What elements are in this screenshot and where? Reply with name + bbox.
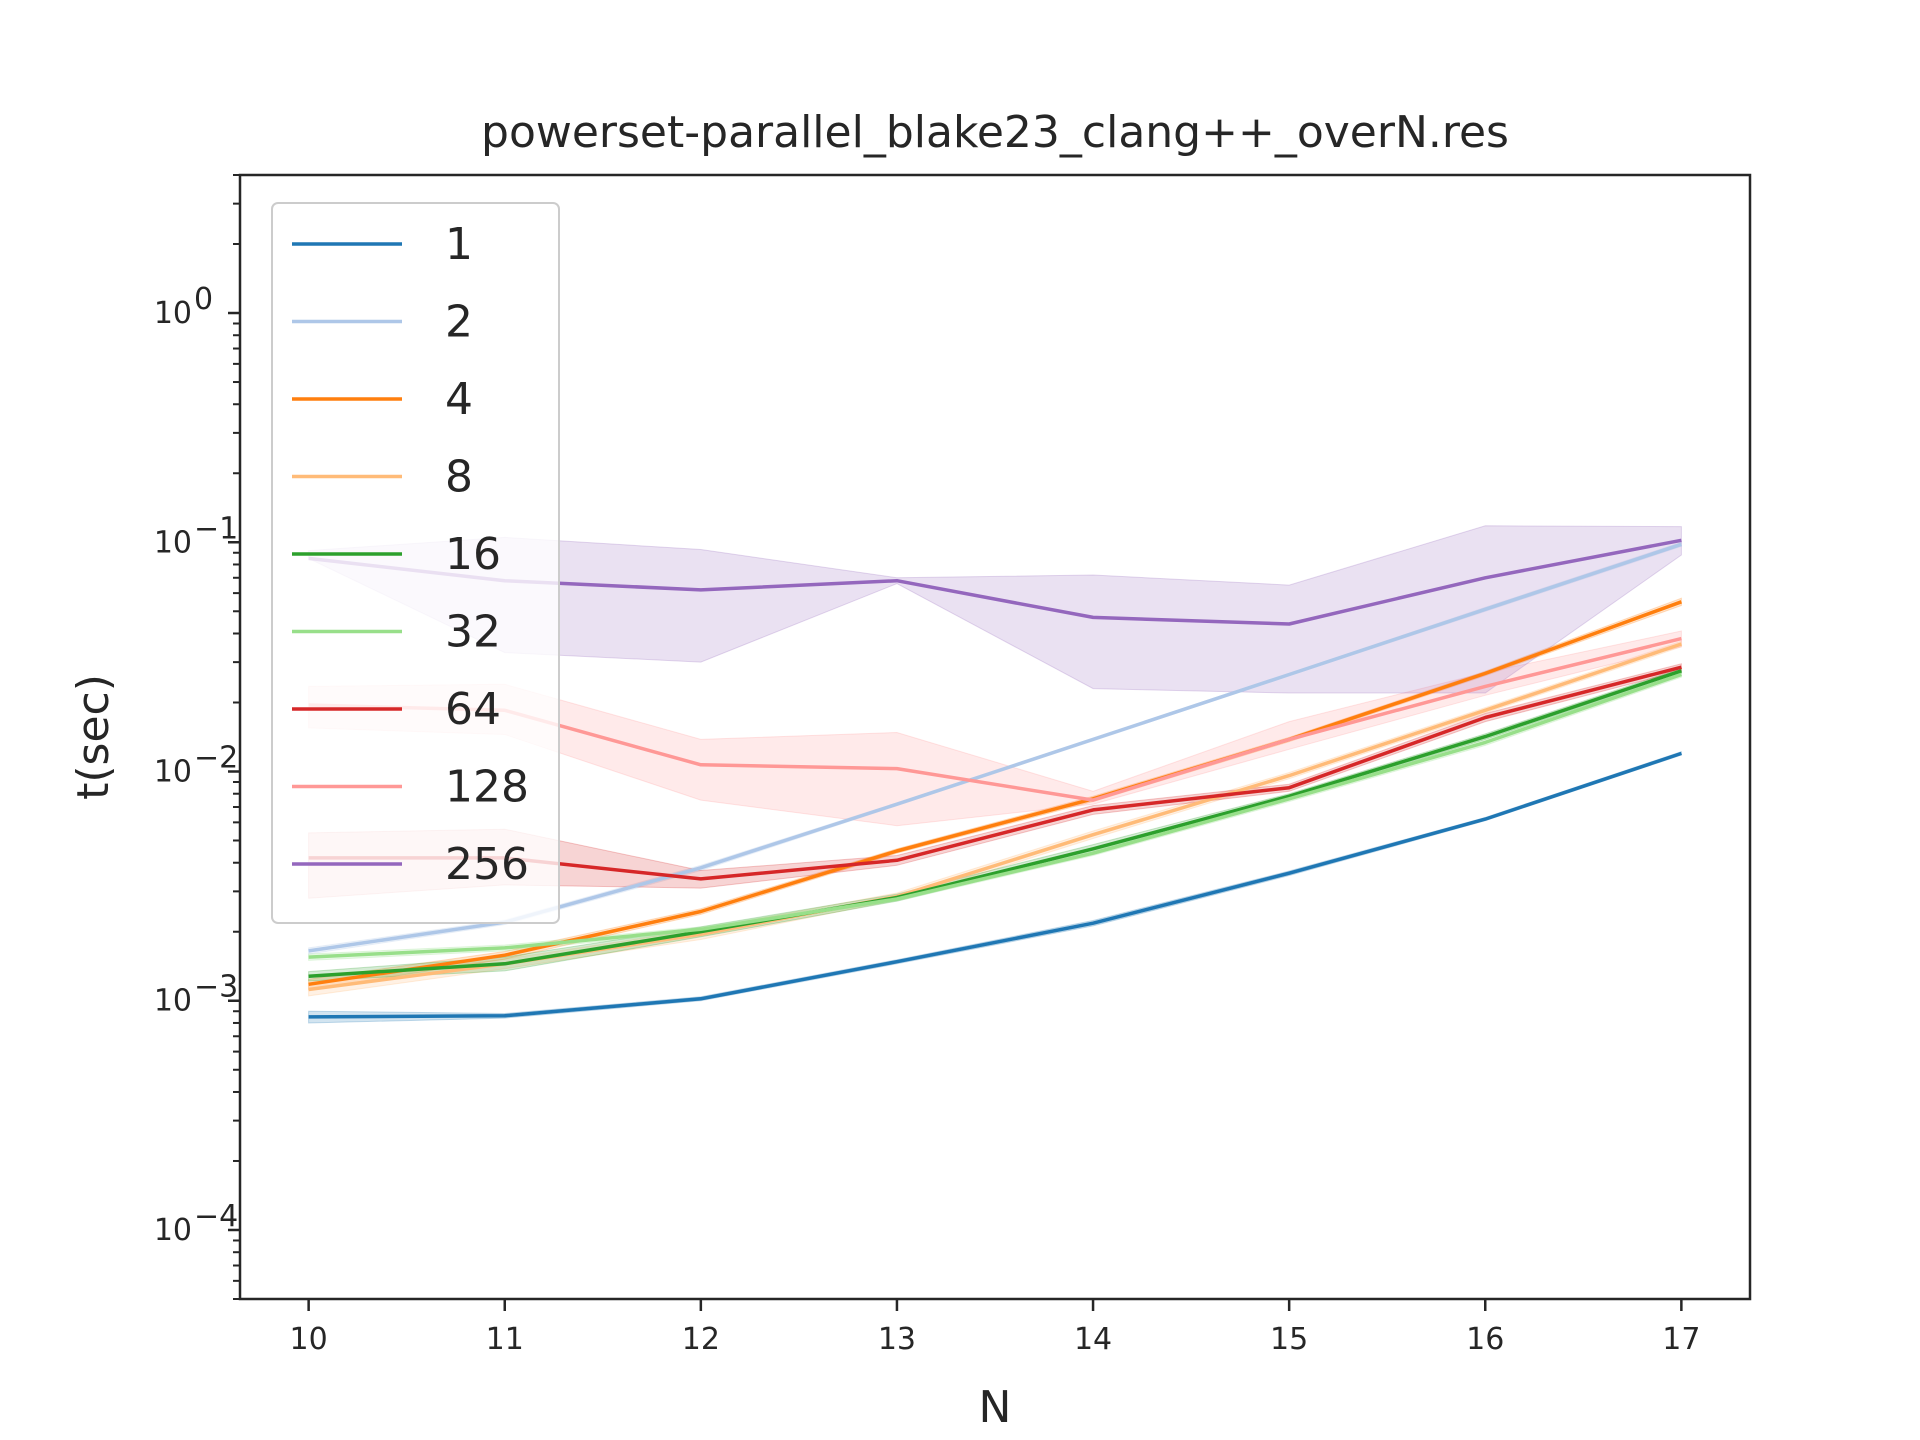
line-series-32 — [308, 672, 1682, 959]
line-series-16 — [308, 669, 1682, 978]
y-tick-exponent: −2 — [194, 741, 238, 776]
y-tick-exponent: −3 — [194, 970, 238, 1005]
x-tick-label: 16 — [1466, 1322, 1504, 1357]
y-tick-label: 10 — [154, 525, 192, 560]
legend-label-1: 1 — [445, 219, 473, 270]
x-tick-label: 10 — [290, 1322, 328, 1357]
y-tick-label: 10 — [154, 984, 192, 1019]
x-axis-label: N — [979, 1382, 1012, 1433]
x-tick-label: 17 — [1662, 1322, 1700, 1357]
band-series-256 — [308, 525, 1682, 694]
x-tick-label: 15 — [1270, 1322, 1308, 1357]
y-tick-exponent: −1 — [194, 511, 238, 546]
x-tick-label: 12 — [682, 1322, 720, 1357]
x-axis: 10 11 12 13 14 15 16 17 — [290, 1299, 1700, 1357]
band-series-32 — [308, 671, 1682, 961]
x-tick-label: 11 — [486, 1322, 524, 1357]
chart-title: powerset-parallel_blake23_clang++_overN.… — [481, 107, 1509, 158]
legend-label-2: 2 — [445, 297, 473, 348]
band-series-8 — [308, 640, 1682, 997]
legend-label-256: 256 — [445, 839, 529, 890]
legend-label-128: 128 — [445, 762, 529, 813]
plot-frame — [238, 173, 1752, 1301]
y-tick-label: 10 — [154, 296, 192, 331]
legend-label-16: 16 — [445, 529, 501, 580]
legend: 1 2 4 8 16 32 64 128 256 — [271, 202, 560, 924]
line-series-1 — [308, 751, 1682, 1019]
legend-label-4: 4 — [445, 374, 473, 425]
band-series-16 — [308, 667, 1682, 982]
band-series-128 — [308, 630, 1682, 827]
x-tick-label: 14 — [1074, 1322, 1112, 1357]
x-tick-label: 13 — [878, 1322, 916, 1357]
legend-label-8: 8 — [445, 452, 473, 503]
legend-label-32: 32 — [445, 607, 501, 658]
y-tick-exponent: 0 — [194, 282, 213, 317]
band-series-4 — [308, 597, 1682, 991]
y-axis-label: t(sec) — [68, 674, 119, 800]
line-series-4 — [308, 600, 1683, 987]
y-tick-label: 10 — [154, 755, 192, 790]
legend-box — [271, 202, 560, 924]
legend-label-64: 64 — [445, 684, 501, 735]
y-tick-exponent: −4 — [194, 1199, 238, 1234]
y-tick-label: 10 — [154, 1213, 192, 1248]
